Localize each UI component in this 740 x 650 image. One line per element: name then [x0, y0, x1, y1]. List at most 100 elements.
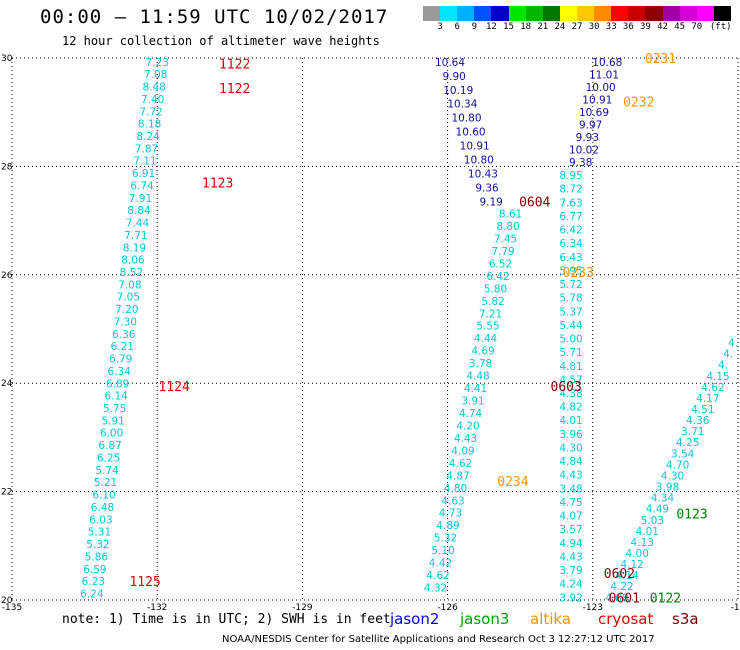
colorbar-tick-label: 15 — [503, 22, 514, 32]
footnote: note: 1) Time is in UTC; 2) SWH is in fe… — [62, 612, 391, 627]
wave-height-value: 5.71 — [559, 347, 582, 359]
wave-height-value: 4.01 — [559, 415, 582, 427]
legend-item: s3a — [672, 610, 699, 628]
colorbar-tick-label: 9 — [471, 22, 478, 32]
lat-label: 28 — [1, 162, 13, 172]
wave-height-value: 5.00 — [559, 334, 582, 346]
pass-time-label: 0234 — [497, 475, 528, 490]
wave-height-value: 4.73 — [439, 508, 462, 520]
pass-time-label: 0122 — [650, 591, 681, 606]
wave-height-value: 7.23 — [146, 57, 169, 69]
wave-height-value: 4. — [718, 360, 728, 372]
wave-height-value: 6.34 — [559, 238, 583, 250]
pass-time-label: 0233 — [563, 266, 594, 281]
lon-label: -132 — [147, 603, 167, 610]
wave-height-value: 4.62 — [426, 570, 449, 582]
wave-height-value: 4.34 — [651, 493, 675, 505]
wave-height-value: 4.43 — [454, 433, 477, 445]
colorbar-swatch — [457, 6, 475, 21]
legend-item: altika — [530, 610, 572, 628]
wave-height-value: 4.62 — [701, 382, 724, 394]
wave-height-value: 3.78 — [469, 358, 492, 370]
wave-height-value: 7.08 — [144, 69, 167, 81]
wave-height-value: 9.36 — [475, 183, 499, 195]
wave-height-value: 6.10 — [92, 490, 115, 502]
pass-time-label: 1122 — [219, 82, 250, 97]
wave-height-value: 4.49 — [646, 504, 669, 516]
wave-height-value: 4.20 — [456, 420, 479, 432]
wave-height-value: 9.38 — [569, 157, 592, 169]
wave-height-value: 3.57 — [559, 524, 582, 536]
pass-time-label: 1125 — [129, 575, 160, 590]
wave-height-value: 7.11 — [133, 156, 156, 168]
colorbar-swatch — [440, 6, 458, 21]
map-title: 00:00 – 11:59 UTC 10/02/2017 — [40, 6, 389, 28]
wave-height-value: 5.74 — [95, 465, 119, 477]
wave-height-value: 7.20 — [115, 304, 138, 316]
colorbar — [423, 6, 731, 21]
wave-height-value: 4.43 — [559, 470, 582, 482]
wave-height-value: 10.91 — [582, 94, 612, 106]
colorbar-tick-label: 6 — [454, 22, 460, 32]
wave-height-value: 4.51 — [691, 404, 714, 416]
wave-height-value: 4.62 — [449, 458, 472, 470]
wave-height-value: 3.71 — [681, 426, 704, 438]
wave-height-value: 5.95 — [559, 265, 582, 277]
legend-item: jason3 — [460, 610, 510, 628]
wave-height-value: 5.32 — [86, 539, 109, 551]
colorbar-tick-label: 30 — [588, 22, 600, 32]
wave-height-value: 10.02 — [569, 145, 599, 157]
wave-height-value: 8.52 — [120, 267, 143, 279]
wave-height-value: 3.96 — [559, 429, 583, 441]
wave-height-value: 8.84 — [127, 205, 151, 217]
wave-height-value: 4.14 — [615, 570, 639, 582]
wave-height-value: 5.32 — [434, 533, 457, 545]
wave-height-value: 4.17 — [696, 393, 719, 405]
colorbar-tick-labels: 3 6 9 12 15 18 21 24 27 30 33 36 39 42 45 70 (ft) — [423, 22, 731, 34]
colorbar-tick-label: 27 — [571, 22, 583, 32]
wave-height-value: 4.38 — [559, 388, 582, 400]
credit-line: NOAA/NESDIS Center for Satellite Applica… — [222, 634, 655, 645]
wave-height-value: 6.91 — [132, 168, 155, 180]
pass-time-label: 0603 — [551, 380, 582, 395]
colorbar-tick-label: 39 — [640, 22, 651, 32]
wave-height-value: 5.82 — [481, 296, 504, 308]
colorbar-tick-label: 24 — [554, 22, 566, 32]
legend-item: jason2 — [390, 610, 440, 628]
wave-height-value: 4.84 — [559, 456, 583, 468]
colorbar-swatch — [679, 6, 697, 21]
wave-height-value: 10.19 — [443, 85, 473, 97]
pass-time-label: 0123 — [676, 507, 707, 522]
wave-height-value: 4.94 — [559, 538, 583, 550]
wave-height-value: 7.44 — [126, 218, 150, 230]
wave-height-value: 9.93 — [576, 132, 599, 144]
lon-label: -123 — [583, 603, 603, 610]
colorbar-swatch — [576, 6, 595, 21]
wave-height-value: 8.61 — [499, 209, 522, 221]
wave-height-value: 10.69 — [579, 107, 609, 119]
colorbar-tick-label: 12 — [486, 22, 497, 32]
wave-height-value: 4.30 — [559, 442, 582, 454]
wave-height-value: 7.45 — [494, 233, 517, 245]
wave-height-value: 5.03 — [641, 515, 664, 527]
colorbar-swatch — [662, 6, 680, 21]
wave-height-value: 6.42 — [559, 225, 582, 237]
wave-height-value: 4.82 — [559, 402, 582, 414]
wave-height-value: 4. — [723, 349, 733, 361]
colorbar-tick-label: 36 — [622, 22, 634, 32]
wave-height-value: 6.77 — [559, 211, 582, 223]
wave-height-value: 6.24 — [80, 588, 104, 600]
wave-height-value: 5.37 — [559, 306, 582, 318]
colorbar-swatch — [491, 6, 509, 21]
wave-height-value: 6.43 — [559, 252, 582, 264]
wave-height-value: 6.00 — [100, 428, 123, 440]
lat-label: 26 — [1, 271, 13, 281]
wave-height-value: 6.79 — [109, 354, 132, 366]
wave-height-value: 4.63 — [441, 495, 464, 507]
wave-height-value: 8.80 — [496, 221, 519, 233]
wave-height-value: 7.71 — [124, 230, 147, 242]
wave-height-value: 9.97 — [579, 119, 602, 131]
wave-height-value: 6.42 — [486, 271, 509, 283]
wave-height-value: 10.91 — [460, 141, 490, 153]
wave-height-value: 4.70 — [666, 459, 689, 471]
